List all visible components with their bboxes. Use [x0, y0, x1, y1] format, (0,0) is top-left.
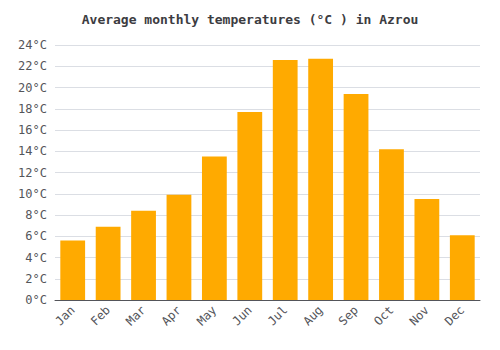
svg-text:18°C: 18°C — [18, 102, 47, 116]
svg-text:4°C: 4°C — [25, 251, 47, 265]
svg-text:16°C: 16°C — [18, 123, 47, 137]
svg-text:Aug: Aug — [300, 303, 325, 328]
svg-text:8°C: 8°C — [25, 208, 47, 222]
svg-text:Dec: Dec — [442, 303, 467, 328]
svg-text:Average monthly temperatures (: Average monthly temperatures (°C ) in Az… — [82, 12, 419, 27]
svg-text:Apr: Apr — [159, 303, 184, 328]
svg-text:Jan: Jan — [52, 303, 77, 328]
svg-text:Oct: Oct — [371, 303, 396, 328]
svg-text:Feb: Feb — [88, 303, 113, 328]
svg-text:Nov: Nov — [407, 303, 432, 328]
svg-text:2°C: 2°C — [25, 272, 47, 286]
svg-text:May: May — [194, 303, 219, 328]
svg-text:12°C: 12°C — [18, 166, 47, 180]
svg-text:24°C: 24°C — [18, 38, 47, 52]
svg-text:Jun: Jun — [230, 303, 255, 328]
svg-text:6°C: 6°C — [25, 229, 47, 243]
svg-text:22°C: 22°C — [18, 59, 47, 73]
svg-text:Mar: Mar — [123, 303, 148, 328]
svg-text:Jul: Jul — [265, 303, 290, 328]
svg-text:14°C: 14°C — [18, 144, 47, 158]
svg-text:Sep: Sep — [336, 303, 361, 328]
svg-text:10°C: 10°C — [18, 187, 47, 201]
svg-text:0°C: 0°C — [25, 293, 47, 307]
svg-text:20°C: 20°C — [18, 81, 47, 95]
